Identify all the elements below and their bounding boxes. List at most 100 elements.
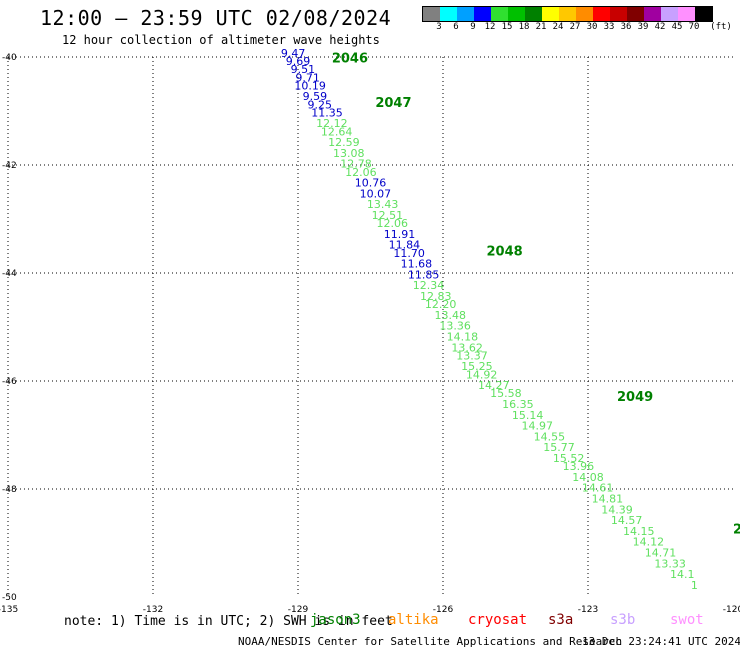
longitude-label: -129 [288,605,309,615]
latitude-label: -44 [2,269,17,279]
pass-number-label: 2046 [332,52,368,67]
colorbar-swatch [576,7,593,21]
wave-height-reading: 14.57 [611,514,643,527]
colorbar-tick-label: 27 [569,22,581,32]
wave-height-reading: 14.71 [645,547,677,560]
colorbar-swatch [593,7,610,21]
wave-height-reading: 14.81 [592,493,624,506]
colorbar-swatch [491,7,508,21]
colorbar-tick-label: 33 [603,22,615,32]
wave-height-reading: 11.84 [389,239,421,252]
wave-height-reading: 14.55 [534,430,566,443]
colorbar-swatch [678,7,695,21]
colorbar-tick-label: 70 [688,22,700,32]
wave-height-reading: 10.07 [360,187,392,200]
colorbar-swatch [627,7,644,21]
legend-s3a: s3a [548,612,574,628]
wave-height-reading: 16.35 [502,398,534,411]
colorbar-tick-label: 30 [586,22,598,32]
wave-height-reading: 11.35 [311,106,343,119]
longitude-label: -123 [578,605,598,615]
colorbar-swatch [661,7,678,21]
credit-line: NOAA/NESDIS Center for Satellite Applica… [238,635,623,648]
wave-height-reading: 13.43 [367,198,399,211]
colorbar-swatch [525,7,542,21]
pass-number-label: 2 [733,523,740,538]
latitude-label: -42 [2,161,17,171]
wave-height-reading: 12.06 [345,166,377,179]
wave-height-reading: 9.59 [303,90,328,103]
wave-height-colorbar [422,6,713,22]
wave-height-reading: 14.27 [478,379,510,392]
wave-height-reading: 13.36 [439,320,471,333]
colorbar-swatch [440,7,457,21]
wave-height-reading: 13.62 [451,341,483,354]
colorbar-swatch [695,7,712,21]
wave-height-reading: 15.25 [461,360,493,373]
wave-height-reading: 12.64 [321,125,353,138]
colorbar-tick-label: 24 [552,22,564,32]
wave-height-reading: 10.19 [294,79,326,92]
wave-height-reading: 15.52 [553,452,585,465]
pass-number-label: 2048 [487,244,523,259]
colorbar-swatch [644,7,661,21]
colorbar-tick-label: 39 [637,22,649,32]
wave-height-reading: 12.06 [377,217,409,230]
latitude-label: -40 [2,53,17,63]
wave-height-reading: 13.48 [435,309,467,322]
colorbar-tick-label: 15 [501,22,513,32]
wave-height-reading: 12.20 [425,298,457,311]
wave-height-reading: 11.91 [384,228,416,241]
latitude-label: -46 [2,377,17,387]
wave-height-reading: 14.92 [466,368,498,381]
colorbar-tick-label: 12 [484,22,496,32]
colorbar-tick-label: 3 [436,22,442,32]
wave-height-reading: 1 [691,579,698,592]
longitude-label: -120 [723,605,740,615]
wave-height-reading: 14.15 [623,525,655,538]
wave-height-reading: 14.61 [582,482,614,495]
wave-height-reading: 12.59 [328,136,360,149]
legend-swot: swot [670,612,704,628]
colorbar-tick-label: 45 [671,22,683,32]
pass-number-label: 2049 [617,390,653,405]
colorbar-swatch [542,7,559,21]
pass-number-label: 2047 [375,96,411,111]
longitude-label: -126 [433,605,454,615]
colorbar-tick-label: 9 [470,22,476,32]
map-title: 12:00 — 23:59 UTC 02/08/2024 [40,6,392,30]
wave-height-reading: 12.34 [413,279,445,292]
colorbar-unit-label: (ft) [710,22,732,32]
colorbar-tick-label: 6 [453,22,459,32]
colorbar-tick-label: 18 [518,22,530,32]
legend-cryosat: cryosat [468,612,528,628]
wave-height-reading: 13.33 [654,557,686,570]
wave-height-reading: 9.51 [291,63,316,76]
wave-height-reading: 13.96 [563,460,595,473]
legend-jason3: jason3 [310,612,361,628]
wave-height-reading: 12.51 [372,209,404,222]
wave-height-reading: 14.39 [601,503,633,516]
wave-height-reading: 14.18 [447,331,479,344]
wave-height-reading: 12.78 [340,158,372,171]
wave-height-reading: 9.69 [286,55,311,68]
colorbar-swatch [559,7,576,21]
wave-height-reading: 15.14 [512,409,544,422]
wave-height-reading: 9.47 [281,47,306,60]
wave-height-reading: 14.08 [572,471,604,484]
wave-height-reading: 15.77 [543,441,575,454]
wave-height-reading: 14.1 [670,568,695,581]
colorbar-swatch [423,7,440,21]
wave-height-reading: 13.37 [456,349,488,362]
footer-note: note: 1) Time is in UTC; 2) SWH is in fe… [64,614,393,629]
wave-height-reading: 9.71 [295,71,320,84]
colorbar-swatch [610,7,627,21]
latitude-label: -48 [2,485,17,495]
generation-timestamp: 13 Dec 23:24:41 UTC 2024 [582,635,740,648]
legend-altika: altika [388,612,439,628]
wave-height-reading: 10.76 [355,177,387,190]
wave-height-reading: 9.25 [308,98,333,111]
wave-height-reading: 11.68 [401,258,433,271]
